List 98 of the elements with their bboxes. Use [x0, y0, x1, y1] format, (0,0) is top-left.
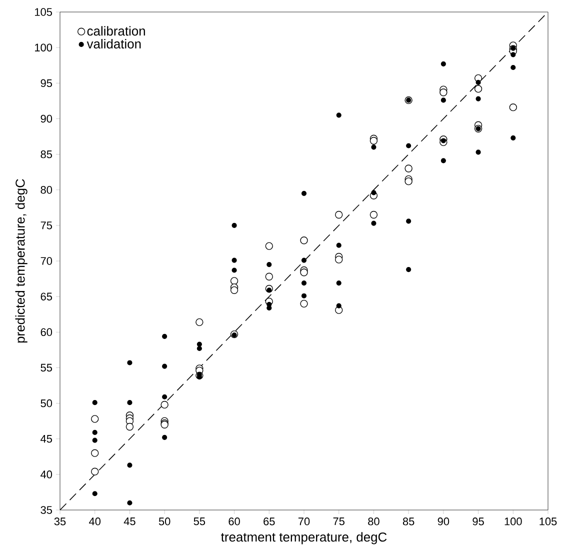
x-tick-label: 45: [124, 518, 136, 526]
y-tick-label: 50: [40, 399, 52, 408]
point: [162, 394, 168, 400]
point: [162, 364, 168, 369]
point: [91, 449, 99, 457]
point: [160, 400, 168, 409]
point: [440, 98, 446, 103]
x-tick-label: 35: [54, 518, 66, 526]
point: [440, 61, 446, 66]
point: [265, 272, 273, 280]
x-tick-label: 85: [402, 518, 414, 526]
x-tick-label: 95: [472, 518, 484, 526]
point: [370, 210, 378, 219]
point: [92, 400, 98, 406]
point: [476, 96, 481, 102]
point: [301, 280, 307, 286]
point: [196, 346, 202, 352]
point: [300, 268, 308, 276]
x-tick-label: 55: [194, 518, 206, 526]
x-tick-label: 60: [228, 518, 240, 526]
point: [474, 84, 482, 93]
point: [336, 280, 342, 286]
point: [127, 462, 132, 468]
point: [266, 262, 272, 268]
point: [230, 286, 238, 294]
y-tick-label: 90: [40, 114, 52, 123]
y-tick-label: 65: [40, 292, 52, 300]
x-tick-label: 40: [89, 518, 101, 526]
point: [127, 400, 132, 406]
x-tick-label: 90: [438, 518, 450, 526]
point: [370, 136, 378, 145]
y-tick-label: 100: [35, 44, 52, 52]
point: [265, 242, 273, 250]
point: [162, 334, 168, 339]
x-tick-label: 65: [264, 518, 275, 526]
point: [406, 266, 412, 272]
point: [196, 318, 204, 326]
point: [336, 112, 342, 118]
point: [336, 303, 342, 308]
x-tick-label: 80: [368, 518, 380, 526]
legend-label: validation: [86, 39, 141, 49]
point: [440, 158, 446, 164]
x-axis-title: treatment temperature, degC: [221, 532, 387, 544]
point: [336, 242, 342, 248]
y-tick-label: 45: [40, 435, 52, 443]
y-tick-label: 75: [40, 222, 52, 230]
point: [509, 103, 517, 112]
point: [510, 64, 516, 70]
y-tick-label: 105: [35, 8, 52, 16]
point: [92, 430, 98, 435]
y-tick-label: 80: [40, 186, 52, 194]
point: [300, 236, 308, 244]
y-tick-label: 85: [40, 150, 52, 158]
point: [162, 434, 168, 440]
point: [371, 190, 376, 196]
y-tick-label: 55: [40, 364, 52, 372]
point: [510, 135, 516, 140]
x-tick-label: 50: [158, 518, 170, 526]
point: [440, 88, 448, 96]
point: [440, 138, 446, 144]
x-tick-label: 105: [540, 518, 557, 526]
point: [404, 164, 412, 172]
point: [510, 52, 516, 58]
x-tick-label: 70: [298, 518, 310, 526]
point: [371, 144, 376, 150]
point: [127, 360, 132, 366]
y-tick-label: 70: [40, 257, 52, 265]
point: [232, 268, 237, 273]
x-tick-label: 100: [504, 518, 522, 526]
point: [301, 258, 307, 263]
point: [232, 222, 237, 228]
point: [301, 190, 307, 196]
point: [126, 422, 134, 431]
point: [406, 218, 412, 224]
point: [230, 277, 238, 285]
point: [232, 258, 237, 263]
point: [91, 468, 99, 476]
point: [406, 143, 412, 148]
point: [127, 500, 132, 506]
point: [92, 491, 98, 496]
point: [476, 80, 481, 85]
point: [92, 438, 98, 443]
point: [476, 150, 481, 155]
y-tick-label: 40: [40, 470, 52, 478]
legend-label: calibration: [87, 26, 145, 36]
point: [301, 293, 307, 298]
point: [91, 415, 99, 423]
y-axis-title: predicted temperature, degC: [15, 179, 28, 343]
point: [196, 342, 202, 347]
y-tick-label: 60: [40, 328, 52, 336]
y-tick-label: 95: [40, 79, 52, 88]
point: [335, 256, 343, 264]
point: [300, 300, 308, 308]
x-tick-label: 75: [333, 518, 344, 526]
y-tick-label: 35: [40, 506, 52, 514]
point: [335, 210, 343, 219]
point: [266, 288, 272, 293]
point: [371, 220, 376, 226]
